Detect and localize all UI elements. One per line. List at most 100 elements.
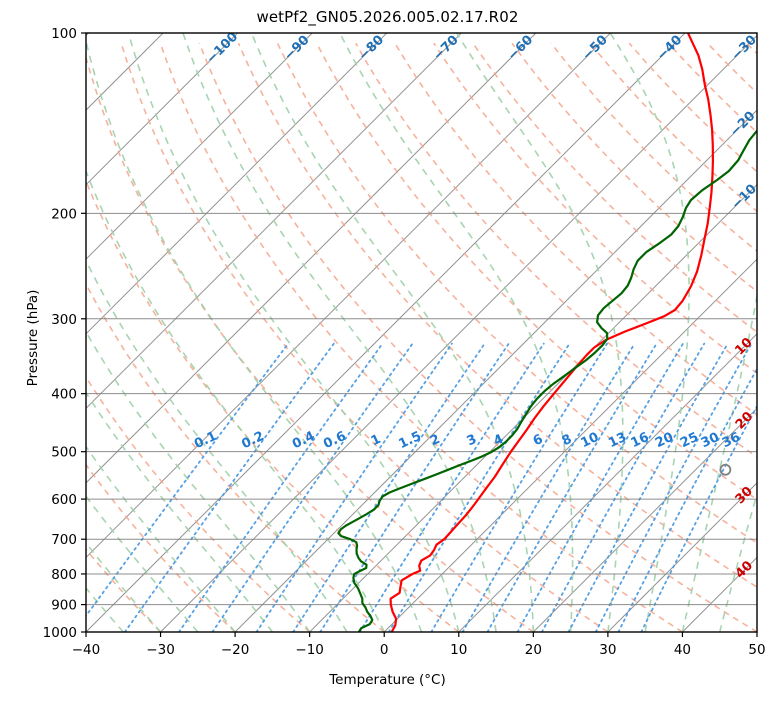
y-tick-label: 1000 [43,625,77,641]
isotherm-line [86,33,462,410]
mixing-ratio-line [124,342,335,632]
dry-adiabat-line [120,42,609,632]
y-tick-label: 500 [51,445,77,461]
mixing-ratio-line [358,342,545,632]
moist-adiabat-line [609,33,690,632]
mixing-ratio-line [516,342,684,632]
page-title: wetPf2_GN05.2026.005.02.17.R02 [256,8,519,26]
mixing-ratio-line [594,342,753,632]
mixing-ratio-label: 16 [629,430,652,451]
moist-adiabat-line [86,541,162,632]
moist-adiabat-line [86,37,423,632]
mixing-ratio-line [461,342,636,632]
mixing-ratio-label: 10 [579,430,602,451]
mixing-ratio-line [387,342,571,632]
series-temperature-line [389,33,714,632]
mixing-ratio-line [617,367,757,632]
mixing-ratio-label: 30 [699,430,722,451]
mixing-ratio-line [430,342,608,632]
dry-adiabat-line [86,463,236,632]
isotherm-line [458,333,757,632]
mixing-ratio-label: 20 [653,430,676,451]
moist-adiabat-line [86,494,199,632]
isotherm-line [86,33,313,260]
y-tick-label: 400 [51,387,77,403]
x-tick-label: 0 [380,642,389,658]
dry-adiabat-line [276,42,757,544]
mixing-ratio-label: 36 [720,430,743,451]
dry-adiabat-line [394,42,757,416]
y-tick-label: 700 [51,532,77,548]
dry-adiabat-line [198,42,757,632]
plot-frame [85,32,758,633]
x-tick-label: 10 [450,642,467,658]
y-axis-title: Pressure (hPa) [25,289,41,387]
x-tick-label: −30 [146,642,175,658]
moist-adiabat-line [86,391,274,632]
isotherm-line [86,33,388,335]
isotherm-line [86,33,686,632]
moist-adiabat-line [86,168,385,632]
x-tick-label: 40 [674,642,691,658]
moist-adiabat-line [456,33,624,632]
mixing-ratio-line [292,342,486,632]
isotherm-line [86,33,239,186]
series-dewpoint-line [337,129,757,632]
x-tick-label: 30 [599,642,616,658]
moist-adiabat-line [718,490,757,632]
isotherm-line [607,482,757,632]
mixing-ratio-line [86,342,290,618]
isotherm-line [234,109,757,632]
x-tick-label: 20 [525,642,542,658]
isotherm-line [532,407,757,632]
y-tick-label: 600 [51,492,77,508]
mixing-ratio-label: 13 [606,430,629,451]
y-tick-label: 100 [51,26,77,42]
y-tick-label: 900 [51,598,77,614]
dry-adiabat-line [86,54,534,632]
mixing-ratio-line [486,342,658,632]
x-tick-label: −40 [72,642,101,658]
mixing-ratio-line [567,342,729,632]
mixing-ratio-line [541,342,706,632]
moist-adiabat-line [681,292,757,632]
dry-adiabat-line [237,42,757,588]
plot-grid-layer: −100 −90 −80 −70 −60 −50 −40 −30−20−10102030400… [0,33,757,632]
mixing-ratio-line [211,342,414,632]
isotherm-line [86,33,537,484]
y-tick-label: 800 [51,567,77,583]
mixing-ratio-label: 25 [678,430,701,451]
moist-adiabat-line [86,586,124,632]
isotherm-line [0,33,14,632]
dry-adiabat-line [86,179,460,632]
dry-adiabat-line [511,42,757,293]
x-tick-label: 50 [748,642,765,658]
moist-adiabat-line [86,330,311,632]
moist-adiabat-line [182,33,497,632]
moist-adiabat-line [86,258,348,632]
moist-adiabat-line [86,445,236,632]
dry-adiabat-line [86,547,162,632]
moist-adiabat-line [250,33,535,632]
moist-adiabat-line [756,628,757,632]
x-tick-label: −10 [295,642,324,658]
isotherm-line [383,258,757,632]
dry-adiabat-line [86,282,385,632]
moist-adiabat-line [339,33,574,632]
x-tick-label: −20 [221,642,250,658]
isotherm-line [160,34,757,632]
x-axis-title: Temperature (°C) [329,672,446,688]
mixing-ratio-line [178,342,384,632]
mixing-ratio-line [319,342,510,632]
y-tick-label: 300 [51,312,77,328]
isotherm-line [756,631,757,632]
dry-adiabat-line [0,43,11,632]
lcl-marker [719,463,732,476]
dry-adiabat-line [433,42,757,375]
moist-adiabat-line [127,33,460,632]
isotherm-line [86,33,611,559]
dry-adiabat-line [472,42,757,334]
dry-adiabat-line [315,42,757,501]
